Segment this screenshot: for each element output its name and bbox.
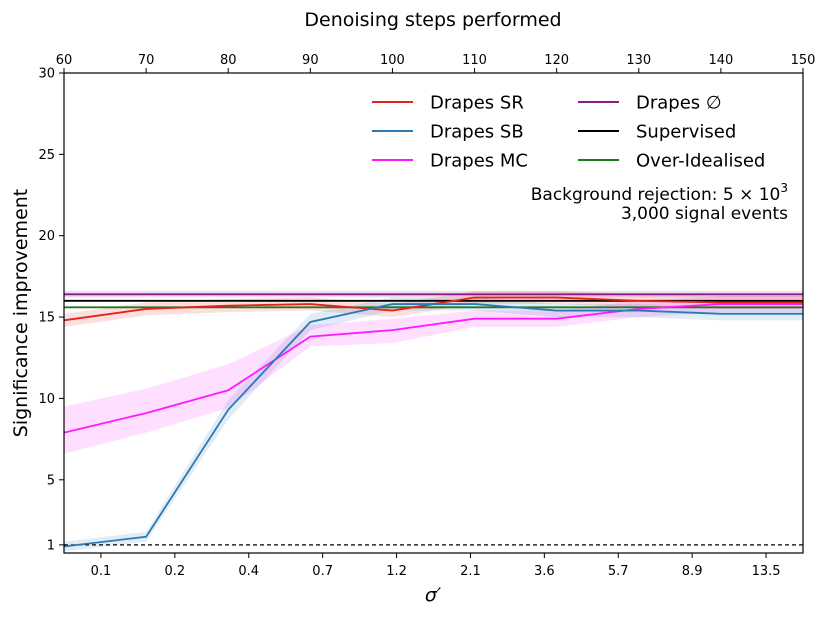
x-tick-label: 13.5 [752, 564, 781, 579]
x-tick-label: 0.7 [312, 564, 333, 579]
legend: Drapes SR Drapes SB Drapes MC Drapes ∅ Super… [372, 93, 765, 172]
series-line-2 [63, 303, 803, 434]
series-line-1 [63, 303, 803, 548]
legend-label-0: Drapes SR [430, 93, 524, 114]
top-x-tick-label: 70 [138, 53, 155, 68]
y-tick-label: 15 [38, 311, 55, 326]
x-tick-label: 3.6 [534, 564, 555, 579]
y-tick-label: 25 [38, 148, 55, 163]
legend-label-5: Over-Idealised [636, 151, 765, 172]
top-x-tick-label: 60 [56, 53, 73, 68]
top-x-tick-label: 150 [791, 53, 816, 68]
band-2 [64, 295, 803, 454]
x-tick-label: 8.9 [682, 564, 703, 579]
annotation-signal-events: 3,000 signal events [621, 204, 788, 224]
x-axis-title: σ′ [425, 584, 442, 606]
top-x-tick-label: 90 [302, 53, 319, 68]
top-x-tick-label: 100 [380, 53, 405, 68]
legend-label-1: Drapes SB [430, 122, 524, 143]
y-tick-label: 1 [47, 538, 55, 553]
top-x-tick-label: 140 [708, 53, 733, 68]
y-tick-label: 20 [38, 229, 55, 244]
top-x-tick-label: 110 [462, 53, 487, 68]
legend-label-3: Drapes ∅ [636, 93, 722, 114]
x-tick-label: 0.4 [238, 564, 259, 579]
top-x-tick-label: 130 [626, 53, 651, 68]
x-tick-label: 1.2 [386, 564, 407, 579]
y-axis-title: Significance improvement [10, 189, 32, 437]
axis-ticks: 0.1 0.2 0.4 0.7 1.2 2.1 3.6 5.7 8.9 13.5 60 70 80 90 1… [38, 53, 815, 579]
plot-frame [63, 72, 804, 554]
y-tick-label: 10 [38, 392, 55, 407]
x-tick-label: 0.1 [91, 564, 112, 579]
annotation-line1-exponent: 3 [780, 181, 788, 195]
y-tick-label: 5 [47, 473, 55, 488]
x-tick-label: 2.1 [460, 564, 481, 579]
series-lines [63, 293, 803, 548]
top-x-axis-title: Denoising steps performed [304, 9, 561, 31]
top-x-tick-label: 120 [544, 53, 569, 68]
annotation-background-rejection: Background rejection: 5 × 103 [531, 181, 788, 205]
x-tick-label: 0.2 [165, 564, 186, 579]
top-x-tick-label: 80 [220, 53, 237, 68]
x-tick-label: 5.7 [608, 564, 629, 579]
legend-label-4: Supervised [636, 122, 736, 143]
y-tick-label: 30 [38, 67, 55, 82]
legend-label-2: Drapes MC [430, 151, 528, 172]
annotation-line1-text: Background rejection: 5 × 10 [531, 185, 781, 205]
